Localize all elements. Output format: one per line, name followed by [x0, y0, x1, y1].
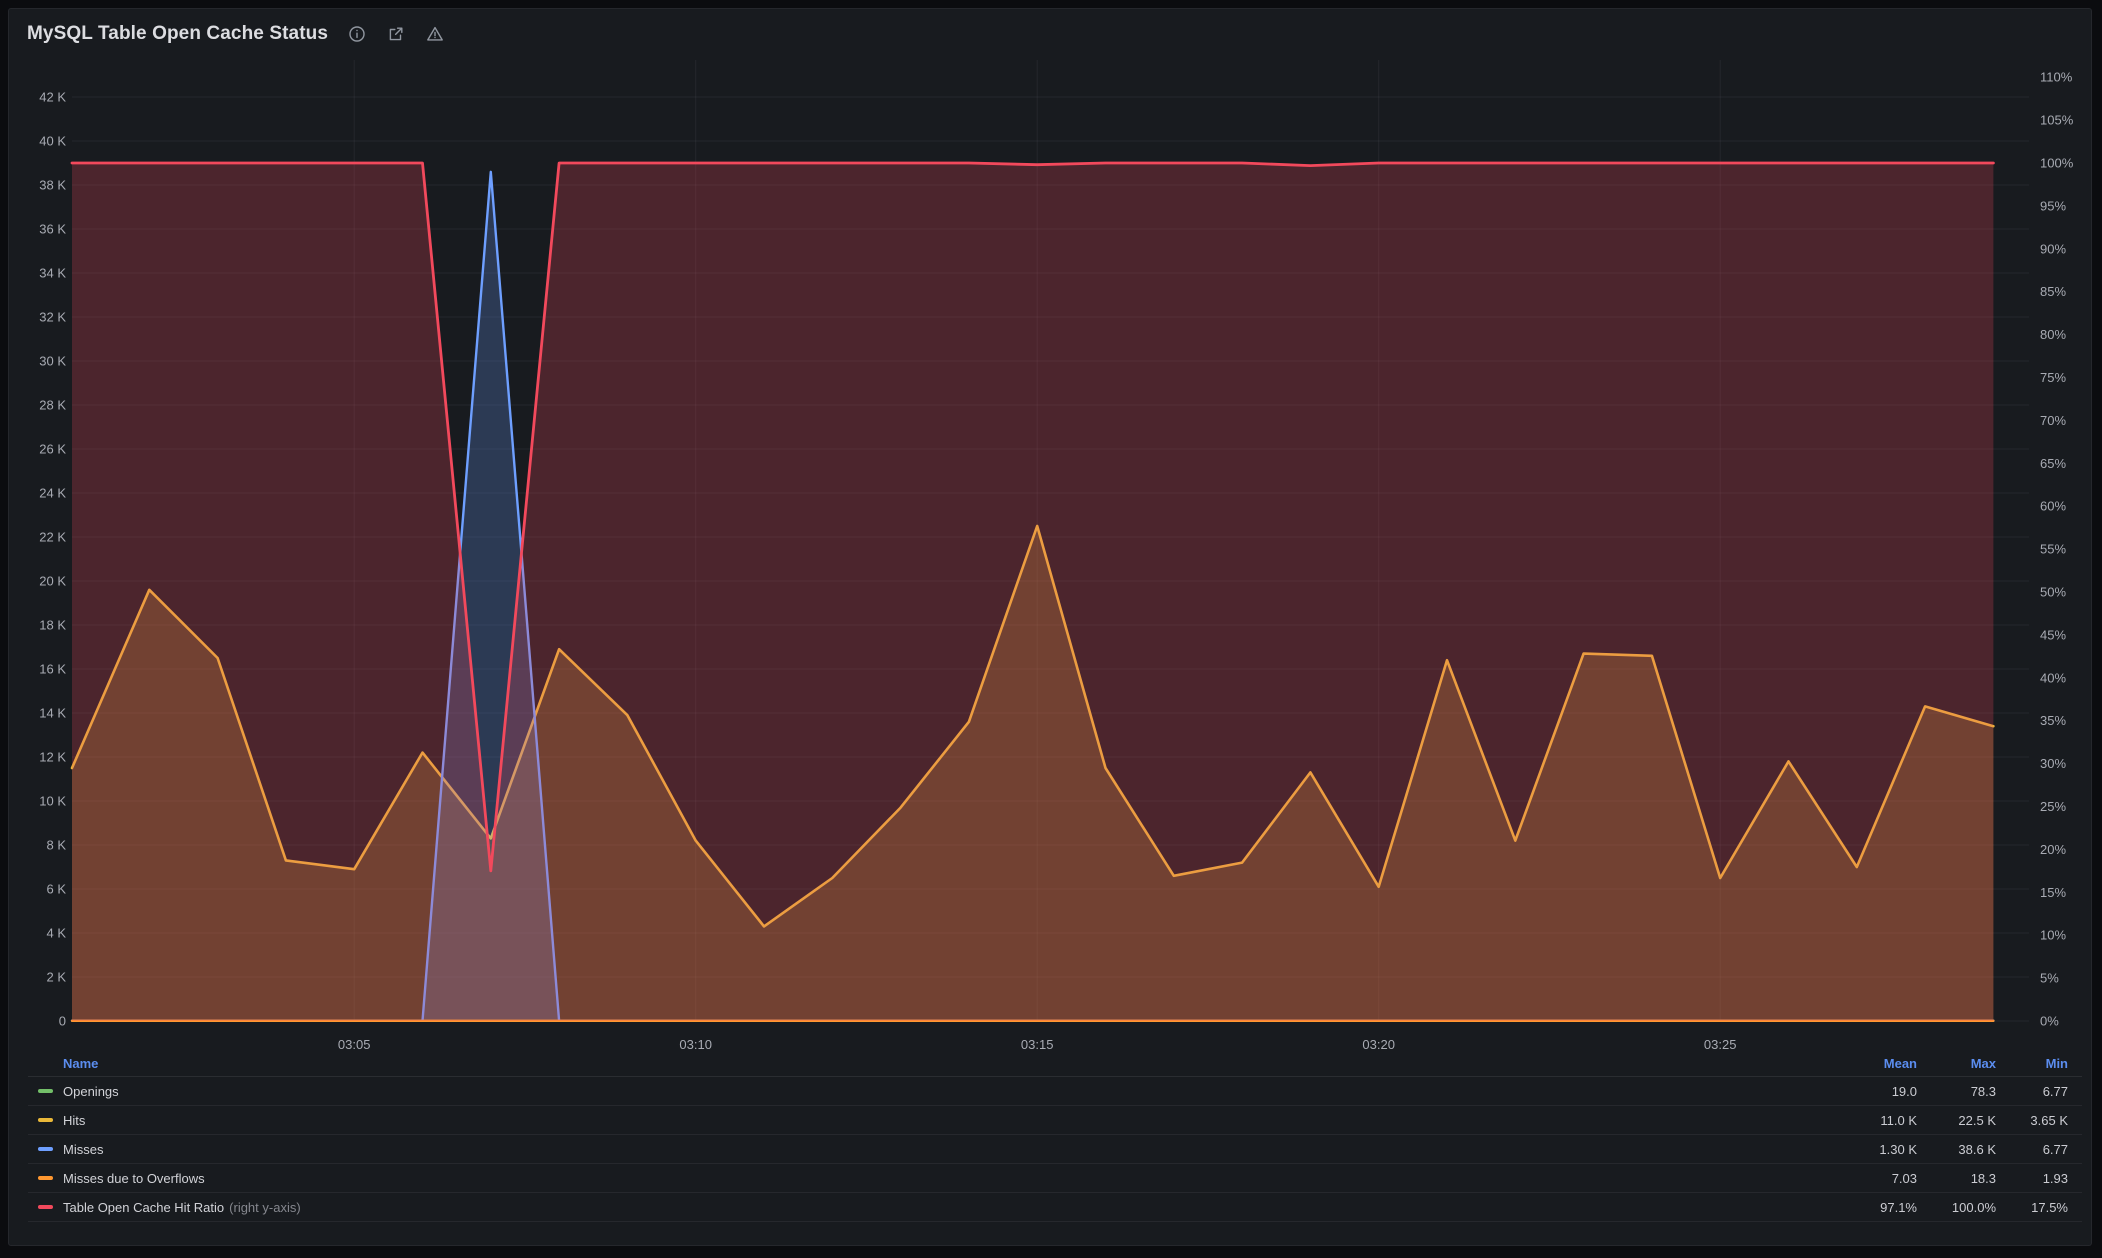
warning-icon[interactable] [426, 25, 444, 43]
series-axis-note: (right y-axis) [229, 1199, 301, 1215]
series-color-swatch[interactable] [38, 1176, 53, 1180]
stat-mean: 19.0 [1891, 1083, 1917, 1099]
stat-min: 6.77 [2042, 1141, 2068, 1157]
series-color-swatch[interactable] [38, 1089, 53, 1093]
stat-max: 22.5 K [1958, 1112, 1996, 1128]
legend-series-toggle[interactable]: Misses due to Overflows [38, 1171, 1827, 1186]
stat-max: 78.3 [1970, 1083, 1996, 1099]
stat-min: 1.93 [2042, 1170, 2068, 1186]
legend-series-toggle[interactable]: Table Open Cache Hit Ratio (right y-axis) [38, 1200, 1827, 1215]
series-name[interactable]: Openings [63, 1083, 119, 1099]
legend-series-toggle[interactable]: Openings [38, 1084, 1827, 1099]
legend-row: Misses due to Overflows 7.03 18.3 1.93 [28, 1164, 2082, 1193]
legend-row: Openings 19.0 78.3 6.77 [28, 1077, 2082, 1106]
stat-mean: 1.30 K [1879, 1141, 1917, 1157]
panel-header: MySQL Table Open Cache Status [8, 8, 444, 60]
panel-title[interactable]: MySQL Table Open Cache Status [27, 23, 328, 44]
stat-mean: 7.03 [1891, 1170, 1917, 1186]
series-color-swatch[interactable] [38, 1147, 53, 1151]
stat-min: 3.65 K [2030, 1112, 2068, 1128]
series-name[interactable]: Table Open Cache Hit Ratio [63, 1199, 225, 1215]
legend-sort-min[interactable]: Min [2045, 1055, 2068, 1071]
legend-row: Table Open Cache Hit Ratio (right y-axis)… [28, 1193, 2082, 1222]
stat-max: 38.6 K [1958, 1141, 1996, 1157]
stat-max: 100.0% [1951, 1199, 1996, 1215]
stat-max: 18.3 [1970, 1170, 1996, 1186]
series-name[interactable]: Misses due to Overflows [63, 1170, 205, 1186]
series-color-swatch[interactable] [38, 1118, 53, 1122]
legend-sort-max[interactable]: Max [1970, 1055, 1996, 1071]
series-name[interactable]: Misses [63, 1141, 104, 1157]
series-color-swatch[interactable] [38, 1205, 53, 1209]
legend-sort-name[interactable]: Name [63, 1055, 99, 1071]
legend-series-toggle[interactable]: Hits [38, 1113, 1827, 1128]
external-link-icon[interactable] [387, 25, 405, 43]
stat-mean: 97.1% [1880, 1199, 1917, 1215]
legend-series-toggle[interactable]: Misses [38, 1142, 1827, 1157]
legend-header-row: Name Mean Max Min [28, 1050, 2082, 1077]
series-name[interactable]: Hits [63, 1112, 86, 1128]
legend-row: Misses 1.30 K 38.6 K 6.77 [28, 1135, 2082, 1164]
stat-min: 6.77 [2042, 1083, 2068, 1099]
legend-sort-mean[interactable]: Mean [1883, 1055, 1917, 1071]
stat-mean: 11.0 K [1880, 1112, 1917, 1128]
legend-table: Name Mean Max Min Openings 19.0 78.3 6.77 Hits 11… [28, 1050, 2082, 1222]
legend-row: Hits 11.0 K 22.5 K 3.65 K [28, 1106, 2082, 1135]
info-icon[interactable] [348, 25, 366, 43]
stat-min: 17.5% [2031, 1199, 2068, 1215]
